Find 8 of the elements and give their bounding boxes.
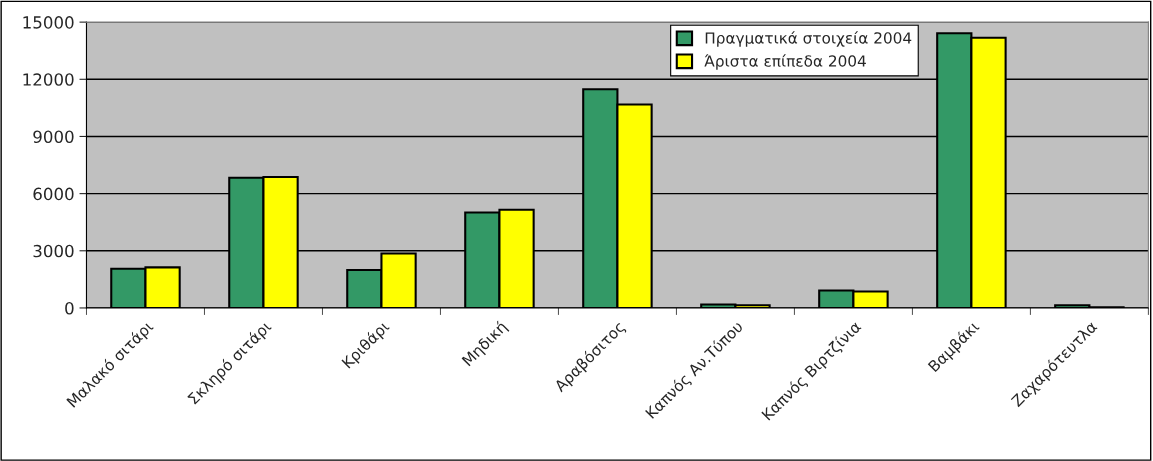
y-tick-label: 12000 [23,73,74,86]
legend-label: Άριστα επίπεδα 2004 [704,54,866,70]
y-tick-label: 6000 [33,187,74,201]
legend-label: Πραγματικά στοιχεία 2004 [705,31,912,47]
y-tick-label: 3000 [33,244,74,258]
y-tick-label: 15000 [23,16,74,29]
y-tick-label: 0 [65,301,74,315]
y-tick-label: 9000 [33,130,74,144]
